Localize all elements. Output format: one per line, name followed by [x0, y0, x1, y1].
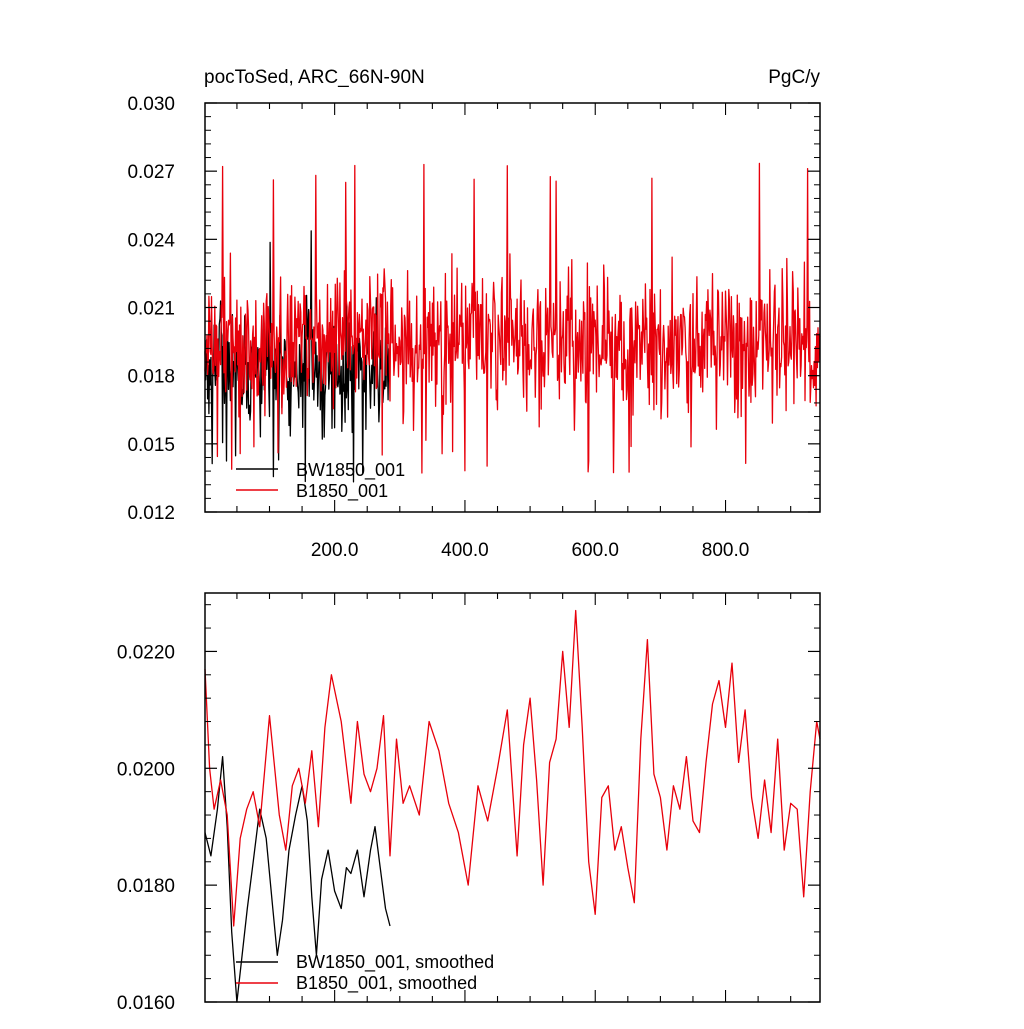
- top-xtick-label: 200.0: [311, 540, 359, 561]
- top-plot-frame: [204, 102, 821, 513]
- top-legend: BW1850_001 B1850_001: [236, 460, 405, 502]
- top-ytick-label: 0.015: [127, 435, 175, 456]
- bottom-legend-label-bw1850: BW1850_001, smoothed: [296, 952, 494, 973]
- bottom-series-layer: [204, 609, 821, 1003]
- top-panel: pocToSed, ARC_66N-90N PgC/y 0.0120.0150.…: [127, 67, 821, 561]
- top-series-layer: [204, 162, 821, 483]
- top-xtick-label: 600.0: [571, 540, 619, 561]
- bottom-legend: BW1850_001, smoothed B1850_001, smoothed: [236, 952, 494, 994]
- top-ytick-label: 0.030: [127, 94, 175, 115]
- bottom-series-line-bw1850: [204, 755, 391, 1003]
- bottom-axis-layer: 0.0160 0.0180 0.0200 0.0220: [117, 593, 820, 1014]
- bottom-series-line-b1850: [204, 609, 821, 927]
- top-ytick-label: 0.012: [127, 503, 175, 524]
- top-ytick-label: 0.027: [127, 162, 175, 183]
- bottom-ytick-label: 0.0200: [117, 759, 175, 780]
- top-legend-label-bw1850: BW1850_001: [296, 460, 405, 481]
- top-chart-title: pocToSed, ARC_66N-90N: [204, 67, 425, 88]
- bottom-legend-label-b1850: B1850_001, smoothed: [296, 973, 477, 994]
- top-chart-units: PgC/y: [768, 67, 820, 88]
- bottom-ytick-label: 0.0160: [117, 993, 175, 1014]
- top-xtick-label: 400.0: [441, 540, 489, 561]
- top-ytick-label: 0.018: [127, 367, 175, 388]
- bottom-plot-frame: [204, 592, 821, 1003]
- bottom-ytick-label: 0.0180: [117, 876, 175, 897]
- top-axis-layer: 0.012 0.015 0.018 0.021 0.024 0.027 0.030 200.0…: [127, 94, 820, 561]
- top-ytick-label: 0.021: [127, 299, 175, 320]
- top-xtick-label: 800.0: [702, 540, 750, 561]
- top-ytick-label: 0.024: [127, 230, 175, 251]
- top-legend-label-b1850: B1850_001: [296, 481, 388, 502]
- top-series-line-bw1850: [204, 230, 391, 483]
- bottom-panel: 0.0160 0.0180 0.0200 0.0220 BW1850_001, smo…: [117, 592, 821, 1014]
- bottom-ytick-label: 0.0220: [117, 642, 175, 663]
- top-series-line-b1850: [204, 162, 821, 474]
